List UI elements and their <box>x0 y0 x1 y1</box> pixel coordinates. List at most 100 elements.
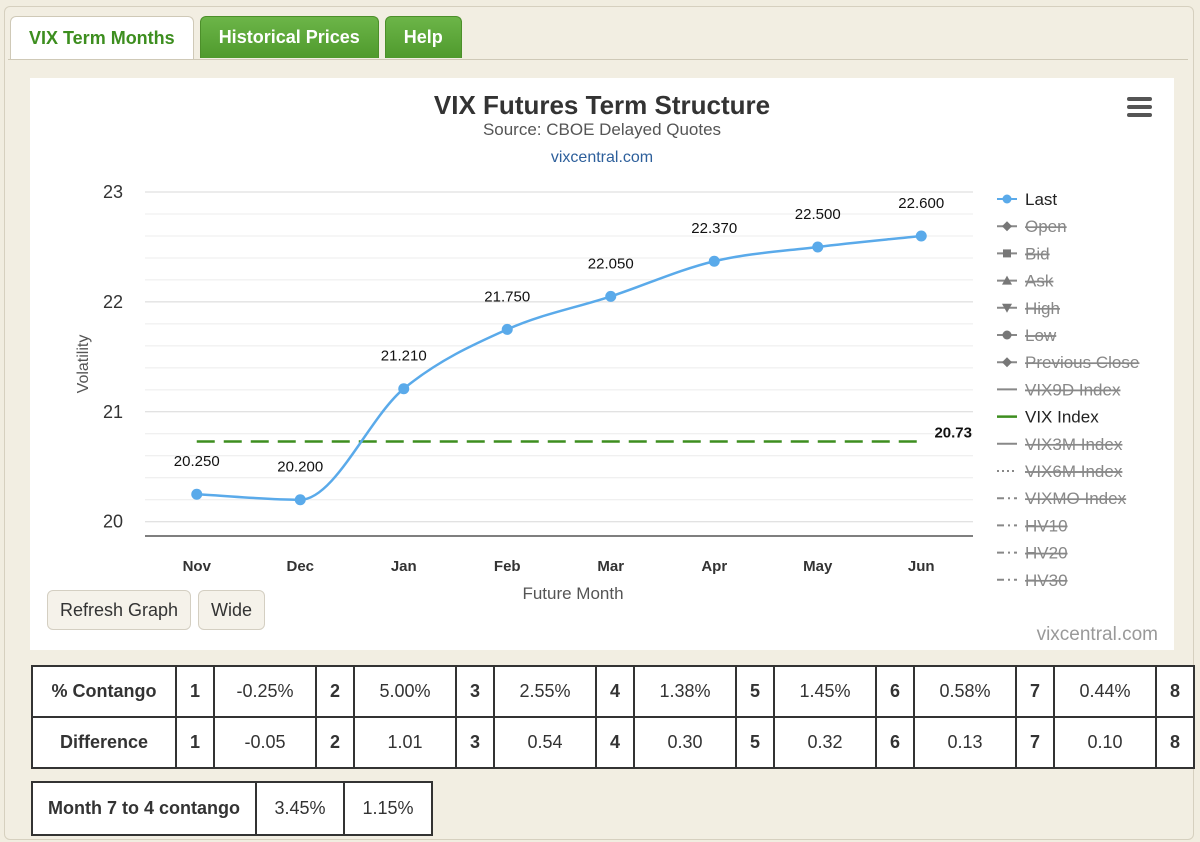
refresh-graph-button[interactable]: Refresh Graph <box>47 590 192 630</box>
last-point <box>501 323 513 335</box>
chart-svg: 20 21 22 23 Nov Dec Jan Feb Mar Apr May Jun Future M… <box>75 182 1140 603</box>
contango-table: % Contango 1 -0.25% 2 5.00% 3 2.55% 4 1.38% 5 1.45… <box>31 665 1195 769</box>
legend-item-vix9d-index[interactable]: VIX9D Index <box>997 380 1121 399</box>
legend-item-vix-index[interactable]: VIX Index <box>997 408 1099 427</box>
last-point <box>191 488 203 500</box>
point-label: 21.750 <box>484 288 530 305</box>
legend-marker <box>1002 275 1012 285</box>
x-axis-title: Future Month <box>522 584 623 603</box>
value-cell: -0.25% <box>213 665 317 718</box>
month-number-cell: 3 <box>455 665 495 718</box>
chart-source-link[interactable]: vixcentral.com <box>550 149 654 166</box>
table-row: Month 7 to 4 contango 3.45% 1.15% <box>31 781 433 836</box>
month-number-cell: 3 <box>455 716 495 769</box>
value-cell: -0.05 <box>213 716 317 769</box>
month-number-cell: 4 <box>595 665 635 718</box>
table-row: Difference 1 -0.05 2 1.01 3 0.54 4 0.30 5 0.32 6 0.1… <box>31 716 1195 769</box>
value-cell: 0.58% <box>913 665 1017 718</box>
value-cell: 0.13 <box>913 716 1017 769</box>
legend-item-open[interactable]: Open <box>997 217 1067 236</box>
summary-table: Month 7 to 4 contango 3.45% 1.15% <box>31 781 433 836</box>
chart-subtitle: Source: CBOE Delayed Quotes <box>482 120 722 139</box>
month-number-cell: 6 <box>875 665 915 718</box>
table-row: % Contango 1 -0.25% 2 5.00% 3 2.55% 4 1.38% 5 1.45… <box>31 665 1195 718</box>
tab-historical-prices[interactable]: Historical Prices <box>199 16 379 58</box>
value-cell: 2.55% <box>493 665 597 718</box>
last-point <box>294 494 306 506</box>
month-number-cell: 1 <box>175 665 215 718</box>
point-label: 21.210 <box>381 348 427 365</box>
y-tick-label: 22 <box>103 292 123 312</box>
legend-marker <box>1003 249 1011 258</box>
legend-item-low[interactable]: Low <box>997 326 1057 345</box>
value-cell: 0.10 <box>1053 716 1157 769</box>
month-number-cell: 8 <box>1155 716 1195 769</box>
vix-index-label: 20.73 <box>934 424 972 441</box>
point-label: 20.200 <box>277 459 323 476</box>
x-tick-label: Apr <box>701 558 727 575</box>
tab-divider <box>8 59 1188 60</box>
month-number-cell: 7 <box>1015 716 1055 769</box>
wide-button[interactable]: Wide <box>198 590 266 630</box>
credit-text: vixcentral.com <box>1036 624 1158 645</box>
legend-item-previous-close[interactable]: Previous Close <box>997 353 1140 372</box>
x-tick-label: Mar <box>597 558 624 575</box>
last-point <box>812 241 824 253</box>
month-number-cell: 4 <box>595 716 635 769</box>
row-label: % Contango <box>31 665 177 718</box>
legend-item-bid[interactable]: Bid <box>997 244 1050 263</box>
x-tick-label: Feb <box>494 558 521 575</box>
last-point <box>605 290 617 302</box>
value-cell: 1.45% <box>773 665 877 718</box>
legend-item-vixmo-index[interactable]: VIXMO Index <box>997 489 1127 508</box>
value-cell: 0.32 <box>773 716 877 769</box>
tab-vix-term-months[interactable]: VIX Term Months <box>10 16 194 60</box>
summary-value: 3.45% <box>255 781 345 836</box>
summary-label: Month 7 to 4 contango <box>31 781 257 836</box>
tab-bar: VIX Term Months Historical Prices Help <box>10 16 462 60</box>
x-tick-label: Jan <box>391 558 417 575</box>
month-number-cell: 5 <box>735 716 775 769</box>
point-label: 22.600 <box>898 195 944 212</box>
legend-marker <box>1002 303 1012 313</box>
row-label: Difference <box>31 716 177 769</box>
month-number-cell: 2 <box>315 716 355 769</box>
month-number-cell: 2 <box>315 665 355 718</box>
legend-item-hv10[interactable]: HV10 <box>997 516 1068 535</box>
x-tick-label: Dec <box>286 558 314 575</box>
y-tick-label: 20 <box>103 512 123 532</box>
legend-item-hv30[interactable]: HV30 <box>997 571 1068 590</box>
legend-item-vix3m-index[interactable]: VIX3M Index <box>997 435 1123 454</box>
value-cell: 0.54 <box>493 716 597 769</box>
y-axis-title: Volatility <box>75 335 92 394</box>
legend-item-last[interactable]: Last <box>997 190 1057 209</box>
value-cell: 1.38% <box>633 665 737 718</box>
point-label: 20.250 <box>174 453 220 470</box>
month-number-cell: 1 <box>175 716 215 769</box>
value-cell: 5.00% <box>353 665 457 718</box>
x-tick-label: Jun <box>908 558 935 575</box>
tab-help[interactable]: Help <box>384 16 462 58</box>
last-point <box>398 383 410 395</box>
month-number-cell: 5 <box>735 665 775 718</box>
legend-item-hv20[interactable]: HV20 <box>997 544 1068 563</box>
value-cell: 0.44% <box>1053 665 1157 718</box>
legend-item-vix6m-index[interactable]: VIX6M Index <box>997 462 1123 481</box>
last-point <box>915 230 927 242</box>
legend-item-high[interactable]: High <box>997 299 1060 318</box>
legend-marker <box>1002 357 1012 368</box>
chart-panel: 20 21 22 23 Nov Dec Jan Feb Mar Apr May Jun Future M… <box>30 78 1174 650</box>
point-label: 22.370 <box>691 220 737 237</box>
legend-marker <box>1002 330 1012 340</box>
last-series-line <box>196 234 922 501</box>
point-label: 22.050 <box>588 255 634 272</box>
value-cell: 0.30 <box>633 716 737 769</box>
x-tick-label: Nov <box>183 558 212 575</box>
legend-label: VIX Index <box>1025 408 1099 427</box>
y-tick-label: 21 <box>103 402 123 422</box>
hamburger-menu-icon[interactable] <box>1127 97 1152 117</box>
last-point <box>708 255 720 267</box>
legend-marker <box>1002 221 1012 232</box>
y-tick-label: 23 <box>103 182 123 202</box>
legend-item-ask[interactable]: Ask <box>997 272 1054 291</box>
